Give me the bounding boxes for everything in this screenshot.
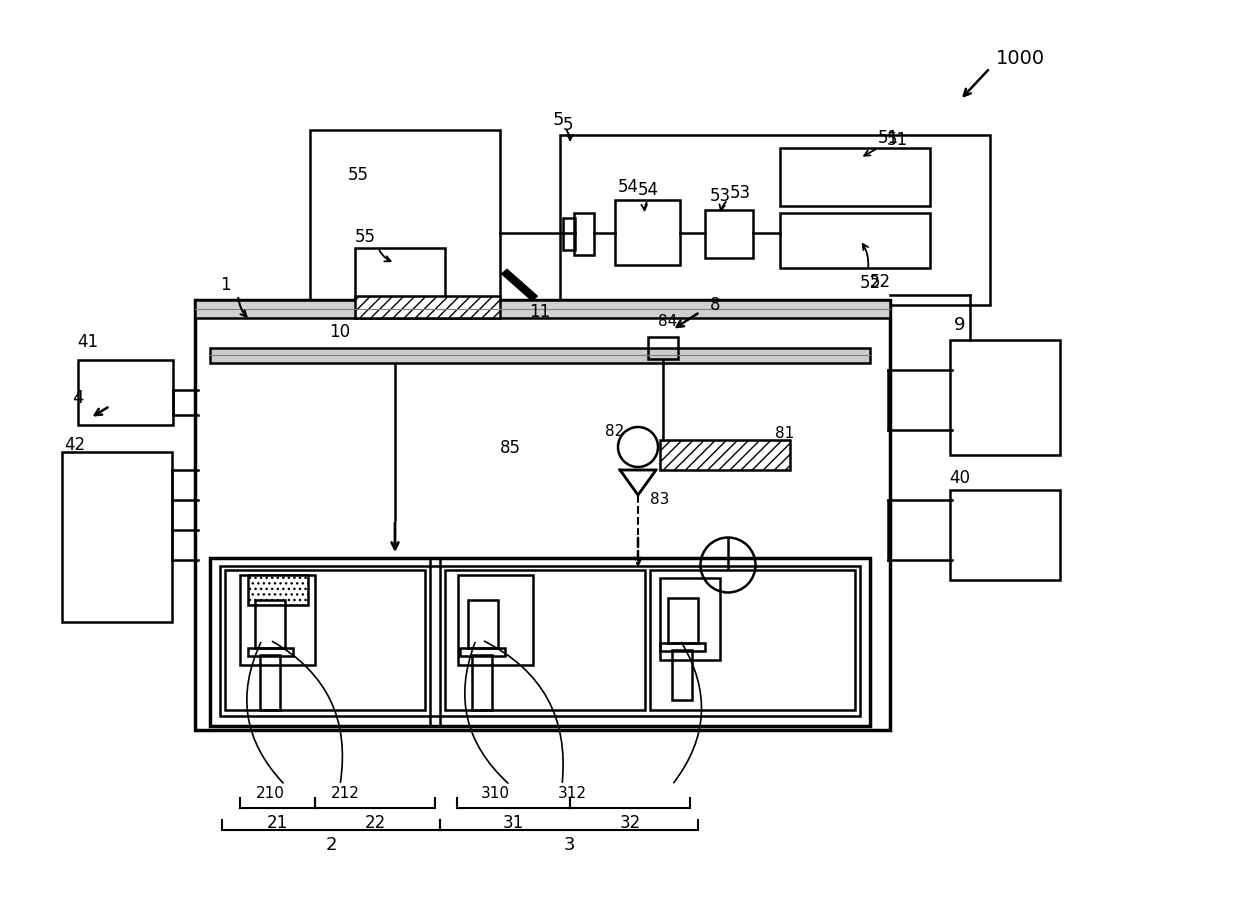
Text: 84: 84 [658, 314, 677, 330]
Bar [660, 578, 720, 660]
Bar [78, 360, 174, 425]
Polygon shape [620, 470, 656, 495]
Bar [950, 490, 1060, 580]
Text: 55: 55 [347, 166, 368, 184]
Bar [62, 452, 172, 622]
Text: 212: 212 [331, 786, 360, 800]
Text: 2: 2 [325, 836, 337, 854]
Text: 82: 82 [605, 424, 625, 440]
Bar [472, 655, 492, 710]
Text: 42: 42 [64, 436, 86, 454]
Text: 4: 4 [72, 389, 84, 407]
Bar [672, 650, 692, 700]
Text: 51: 51 [878, 129, 899, 147]
Bar [467, 600, 498, 648]
Text: 52: 52 [859, 274, 880, 292]
Text: 9: 9 [955, 316, 966, 334]
Bar [780, 213, 930, 268]
Bar [248, 648, 293, 656]
Bar [460, 648, 505, 656]
Text: 54: 54 [618, 178, 639, 196]
Text: 10: 10 [330, 323, 351, 341]
Text: 1000: 1000 [996, 49, 1044, 68]
Text: 21: 21 [267, 814, 288, 832]
Text: 83: 83 [650, 493, 670, 507]
Bar [219, 566, 861, 716]
Bar [310, 130, 500, 305]
Bar [195, 300, 890, 318]
Text: 41: 41 [77, 333, 98, 351]
Bar [224, 570, 425, 710]
Bar [241, 575, 315, 665]
Bar [255, 600, 285, 648]
Text: 53: 53 [709, 187, 730, 205]
Polygon shape [502, 269, 537, 301]
Bar [210, 348, 870, 363]
Text: 32: 32 [619, 814, 641, 832]
Bar [615, 200, 680, 265]
Text: 55: 55 [355, 228, 376, 246]
Bar [706, 210, 753, 258]
Bar [458, 575, 533, 665]
Bar [560, 135, 990, 305]
Text: 3: 3 [563, 836, 575, 854]
Bar [574, 213, 594, 255]
Bar [355, 296, 500, 318]
Bar [195, 300, 890, 730]
Text: 85: 85 [500, 439, 521, 457]
Bar [950, 340, 1060, 455]
Bar [668, 598, 698, 643]
Bar [650, 570, 856, 710]
Text: 81: 81 [775, 425, 795, 441]
Text: 54: 54 [637, 181, 658, 199]
Text: 5: 5 [552, 111, 564, 129]
Text: 53: 53 [729, 184, 750, 202]
Text: 310: 310 [481, 786, 510, 800]
Text: 51: 51 [887, 131, 908, 149]
Bar [260, 655, 280, 710]
Text: 52: 52 [869, 273, 890, 291]
Bar [355, 248, 445, 305]
Text: 31: 31 [503, 814, 525, 832]
Bar [780, 148, 930, 206]
Text: 11: 11 [529, 303, 551, 321]
Text: 40: 40 [950, 469, 971, 487]
Text: 8: 8 [709, 296, 720, 314]
Bar [248, 575, 308, 605]
Text: 22: 22 [365, 814, 386, 832]
Text: 312: 312 [558, 786, 587, 800]
Bar [445, 570, 645, 710]
Bar [660, 440, 790, 470]
Bar [660, 643, 706, 651]
Text: 5: 5 [563, 116, 573, 134]
Text: 1: 1 [219, 276, 231, 294]
Bar [210, 558, 870, 726]
Text: 210: 210 [255, 786, 284, 800]
Bar [649, 337, 678, 359]
Bar [563, 218, 575, 250]
